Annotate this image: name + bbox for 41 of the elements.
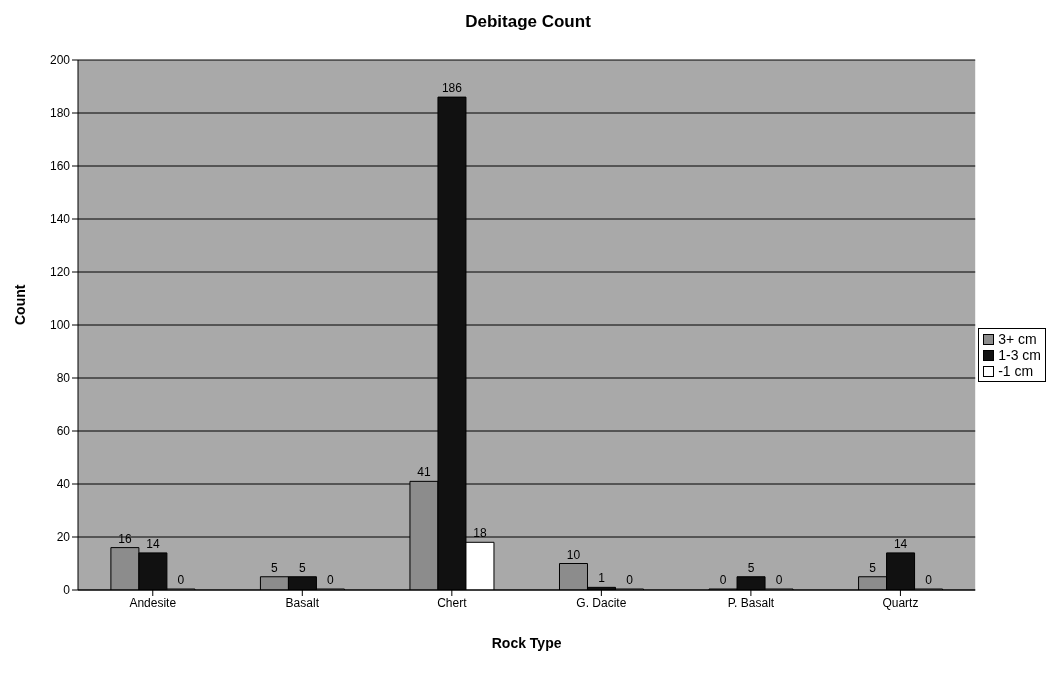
y-tick-label: 20 bbox=[56, 530, 71, 545]
data-label: 14 bbox=[893, 536, 908, 551]
data-label: 0 bbox=[719, 573, 727, 587]
data-label: 16 bbox=[118, 531, 132, 546]
data-label: 0 bbox=[177, 573, 185, 587]
y-tick-label: 100 bbox=[49, 318, 71, 333]
x-tick-label: Andesite bbox=[129, 595, 177, 610]
x-tick-label: P. Basalt bbox=[727, 595, 775, 610]
data-label: 5 bbox=[299, 560, 307, 575]
x-tick-label: Chert bbox=[437, 595, 468, 610]
data-label: 10 bbox=[566, 547, 581, 562]
data-label: 0 bbox=[327, 573, 335, 587]
data-label: 0 bbox=[626, 573, 634, 587]
x-tick-label: Quartz bbox=[882, 595, 919, 610]
data-label: 186 bbox=[441, 81, 463, 96]
data-label: 1 bbox=[598, 571, 606, 586]
data-label: 0 bbox=[925, 573, 933, 587]
y-tick-label: 200 bbox=[49, 53, 71, 68]
legend-label: 3+ cm bbox=[998, 331, 1037, 347]
y-tick-label: 160 bbox=[49, 159, 71, 174]
data-label: 5 bbox=[869, 560, 877, 575]
x-axis-title: Rock Type bbox=[491, 635, 562, 651]
y-axis-title: Count bbox=[11, 284, 28, 325]
y-tick-label: 80 bbox=[56, 371, 71, 386]
x-tick-label: Basalt bbox=[285, 595, 320, 610]
data-label: 18 bbox=[473, 526, 487, 541]
data-label: 5 bbox=[271, 560, 279, 575]
data-label: 5 bbox=[747, 560, 755, 575]
x-tick-label: G. Dacite bbox=[576, 595, 627, 610]
y-tick-label: 180 bbox=[49, 106, 71, 121]
legend-label: -1 cm bbox=[998, 363, 1034, 379]
y-tick-label: 120 bbox=[49, 265, 71, 280]
data-label: 0 bbox=[775, 573, 783, 587]
y-tick-label: 60 bbox=[56, 424, 71, 439]
y-tick-label: 40 bbox=[56, 477, 71, 492]
data-label: 14 bbox=[146, 536, 160, 551]
y-tick-label: 140 bbox=[49, 212, 71, 227]
y-tick-label: 0 bbox=[63, 583, 71, 598]
legend-label: 1-3 cm bbox=[998, 347, 1041, 363]
chart-title: Debitage Count bbox=[464, 12, 592, 32]
data-label: 41 bbox=[417, 465, 431, 480]
